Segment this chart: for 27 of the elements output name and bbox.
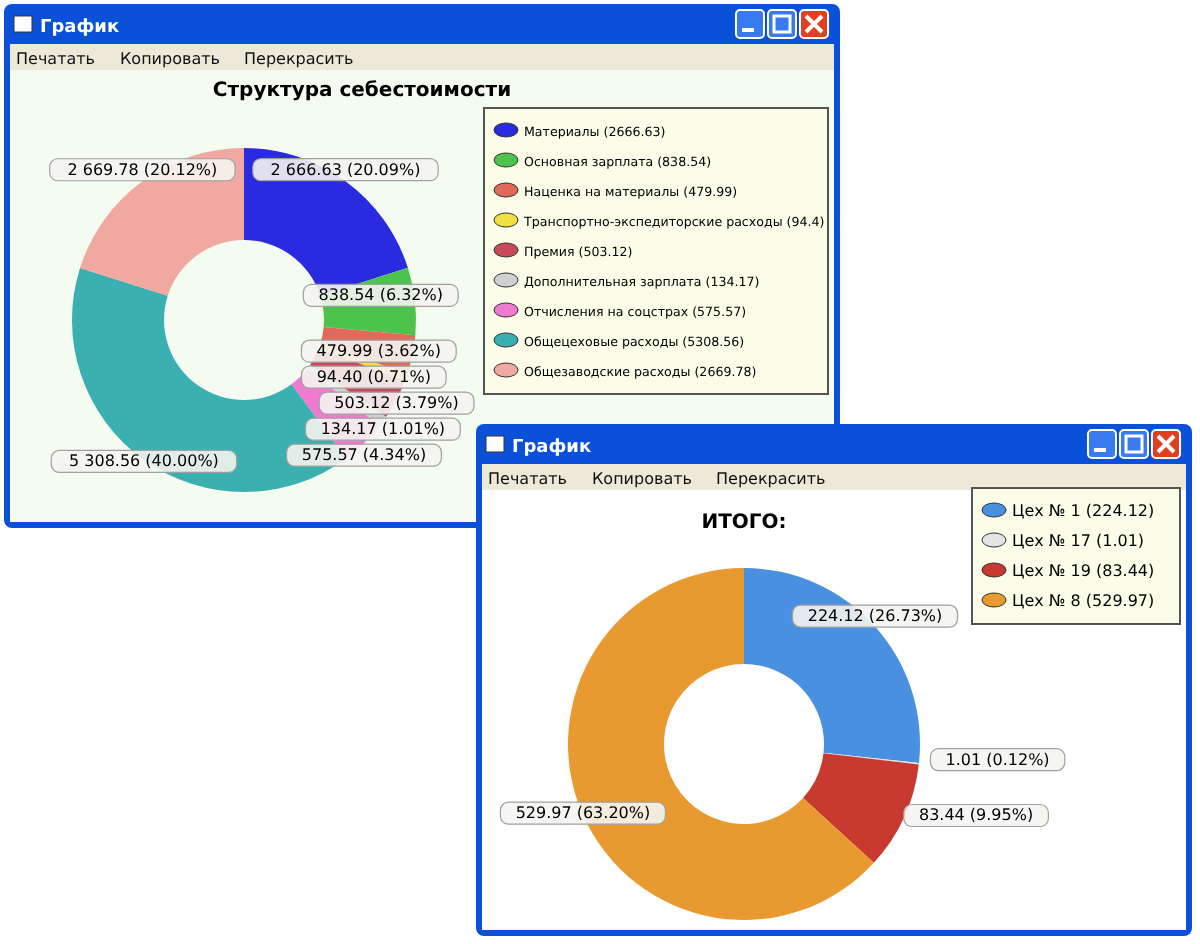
data-label: 5 308.56 (40.00%) [69, 452, 219, 471]
data-label: 1.01 (0.12%) [945, 750, 1050, 769]
text: График [512, 438, 592, 458]
text: Копировать [592, 470, 693, 488]
data-label: 134.17 (1.01%) [320, 420, 446, 439]
legend-label: Цех № 19 (83.44) [1012, 562, 1155, 580]
text: Копировать [120, 50, 221, 68]
legend-label: Цех № 17 (1.01) [1012, 532, 1145, 550]
text: Перекрасить [244, 50, 355, 68]
legend-label: Цех № 1 (224.12) [1012, 502, 1155, 520]
data-label: 83.44 (9.95%) [919, 806, 1034, 825]
text: Структура себестоимости [212, 80, 512, 102]
data-label: 224.12 (26.73%) [807, 607, 943, 626]
legend-label: Цех № 8 (529.97) [1012, 592, 1155, 610]
data-label: 529.97 (63.20%) [515, 804, 651, 823]
data-label: 503.12 (3.79%) [334, 394, 459, 413]
data-label: 94.40 (0.71%) [316, 368, 431, 387]
text: Печатать [488, 470, 568, 488]
data-label: 2 669.78 (20.12%) [67, 160, 218, 179]
text: Перекрасить [716, 470, 827, 488]
text: ИТОГО: [701, 512, 787, 534]
data-label: 838.54 (6.32%) [318, 286, 443, 305]
data-label: 2 666.63 (20.09%) [270, 160, 421, 179]
data-label: 575.57 (4.34%) [301, 446, 427, 465]
text: Печатать [16, 50, 96, 68]
data-label: 479.99 (3.62%) [316, 342, 441, 361]
text: График [40, 18, 120, 38]
